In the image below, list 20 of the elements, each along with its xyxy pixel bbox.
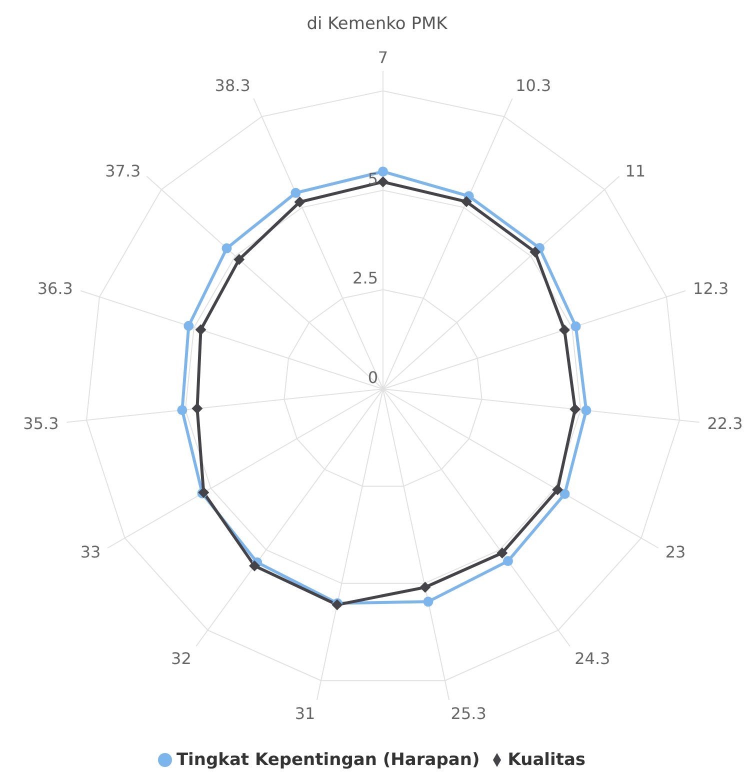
- spoke-label: 32: [171, 649, 192, 668]
- spoke-label: 24.3: [574, 649, 610, 668]
- spoke-label: 11: [625, 162, 646, 181]
- spoke-label: 12.3: [693, 278, 729, 298]
- spoke-label: 23: [665, 542, 686, 562]
- y-tick-label: 2.5: [352, 268, 378, 288]
- spoke-label: 36.3: [37, 278, 73, 298]
- chart-title: di Kemenko PMK: [306, 14, 448, 34]
- legend-label: Kualitas: [508, 750, 586, 770]
- spoke-label: 37.3: [105, 162, 141, 181]
- spoke-label: 31: [294, 704, 316, 724]
- spoke-label: 35.3: [23, 414, 59, 433]
- legend-label: Tingkat Kepentingan (Harapan): [176, 750, 480, 770]
- spoke-label: 7: [378, 48, 388, 67]
- spoke-label: 22.3: [707, 414, 743, 433]
- spoke-label: 33: [80, 542, 101, 562]
- spoke-label: 38.3: [214, 76, 250, 96]
- spoke-label: 10.3: [516, 76, 552, 96]
- y-tick-label: 0: [368, 368, 378, 387]
- spoke-label: 25.3: [450, 704, 486, 724]
